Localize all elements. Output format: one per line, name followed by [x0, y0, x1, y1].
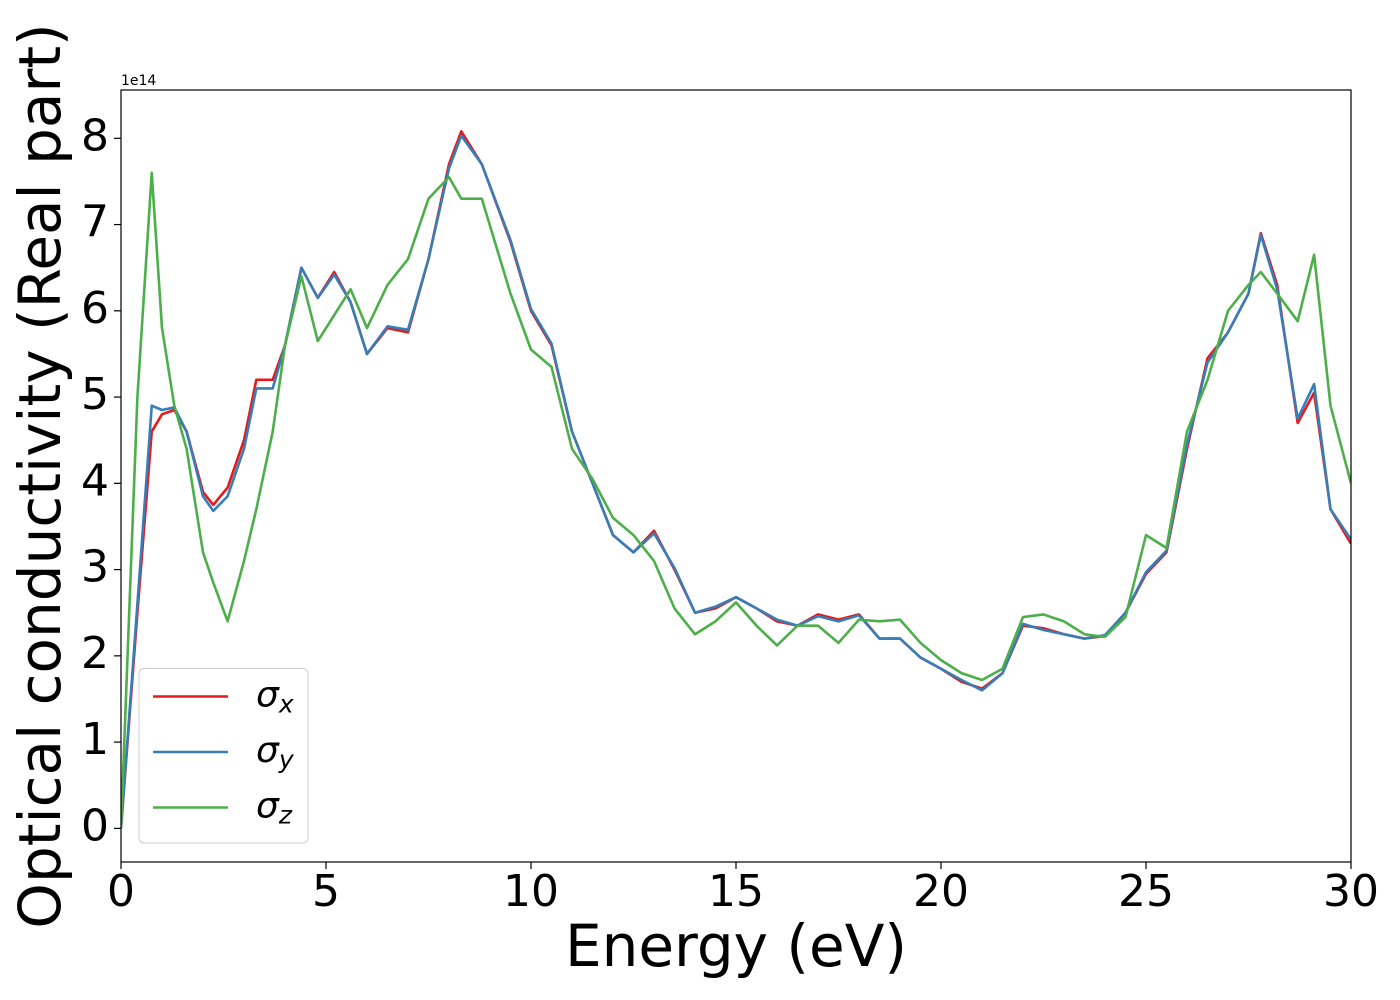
y-tick-label: 4	[81, 455, 109, 506]
y-tick-label: 3	[81, 542, 109, 593]
x-tick-label: 10	[503, 866, 559, 917]
y-tick-label: 6	[81, 283, 109, 334]
x-tick-label: 20	[913, 866, 969, 917]
y-tick-label: 2	[81, 628, 109, 679]
x-tick-label: 5	[312, 866, 340, 917]
x-tick-label: 0	[107, 866, 135, 917]
y-tick-label: 5	[81, 369, 109, 420]
series-line	[121, 134, 1351, 829]
legend-box	[138, 668, 309, 844]
x-axis-label: Energy (eV)	[565, 912, 907, 980]
x-tick-label: 15	[708, 866, 764, 917]
x-tick-label: 30	[1323, 866, 1379, 917]
series-line	[121, 171, 1351, 829]
y-offset-label: 1e14	[121, 73, 156, 89]
y-axis-label: Optical conductivity (Real part)	[6, 23, 74, 928]
plot-frame	[120, 89, 1352, 863]
x-tick-label: 25	[1118, 866, 1174, 917]
y-tick-label: 8	[81, 110, 109, 161]
legend-label: σx	[256, 675, 294, 719]
y-tick-label: 1	[81, 714, 109, 765]
y-tick-label: 7	[81, 197, 109, 248]
legend-label: σy	[256, 730, 295, 774]
legend-label: σz	[256, 786, 293, 830]
y-tick-label: 0	[81, 800, 109, 851]
